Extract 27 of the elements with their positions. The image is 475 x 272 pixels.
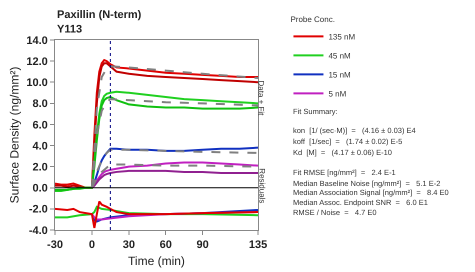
x-tick-label: 90 — [196, 239, 209, 252]
y-tick-label: 0.0 — [32, 182, 48, 195]
legend-label: 45 nM — [328, 52, 352, 61]
chart-subtitle: Y113 — [57, 23, 82, 36]
y-tick-label: -2.0 — [28, 204, 48, 216]
annotation: Residuals — [257, 168, 266, 204]
x-tick-label: 30 — [122, 239, 135, 252]
y-tick-label: 4.0 — [32, 140, 48, 152]
annotation: Data + Fit — [256, 80, 266, 116]
y-tick-label: 14.0 — [26, 34, 48, 47]
y-axis-title: Surface Density (ng/mm²) — [8, 66, 22, 204]
legend-label: 15 nM — [328, 70, 352, 80]
y-tick-label: 6.0 — [32, 119, 48, 132]
y-tick-label: 12.0 — [26, 56, 48, 68]
legend-title: Probe Conc. — [290, 14, 335, 24]
y-tick-label: -4.0 — [28, 224, 48, 237]
legend-label: 135 nM — [328, 32, 356, 42]
legend-label: 5 nM — [328, 90, 347, 99]
x-tick-label: 0 — [88, 239, 95, 252]
x-tick-label: 60 — [160, 239, 172, 252]
y-tick-label: 8.0 — [32, 98, 48, 110]
y-tick-label: 10.0 — [26, 77, 48, 90]
x-axis-title: Time (min) — [128, 254, 185, 268]
x-tick-label: -30 — [47, 239, 63, 252]
x-tick-label: 135 — [248, 239, 268, 252]
y-tick-label: 2.0 — [32, 162, 48, 174]
chart-title: Paxillin (N-term) — [57, 9, 142, 21]
